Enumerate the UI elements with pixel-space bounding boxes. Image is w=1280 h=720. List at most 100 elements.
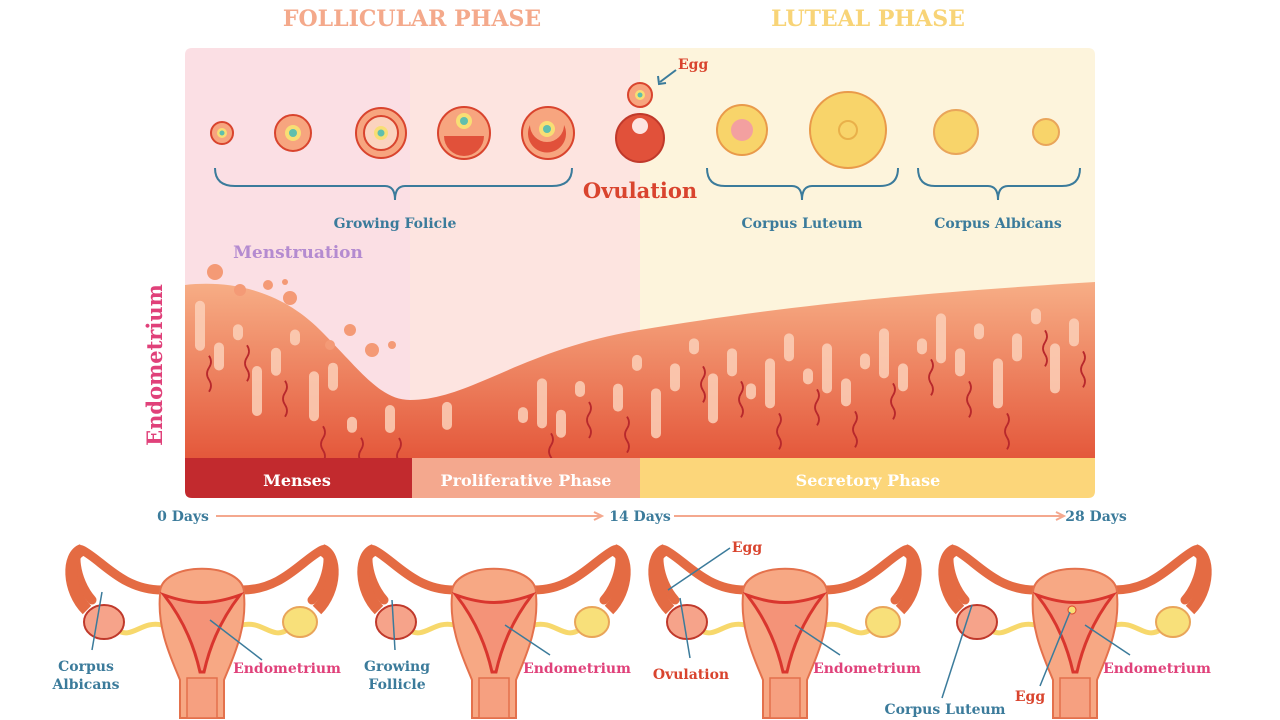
- gland: [784, 333, 794, 362]
- endometrium-label: Endometrium: [1103, 661, 1211, 677]
- gland: [1031, 308, 1041, 325]
- gland: [309, 371, 319, 422]
- gland: [917, 338, 927, 355]
- proliferative-phase-label: Proliferative Phase: [441, 471, 612, 490]
- blood-vessel: [890, 382, 896, 420]
- uterus-figure-3: Egg Ovulation Endometrium: [653, 540, 921, 718]
- blood-vessel: [244, 344, 250, 382]
- gland: [537, 378, 547, 429]
- stage-brackets: [214, 167, 1081, 201]
- timeline: 0 Days 14 Days 28 Days: [157, 509, 1127, 525]
- gland: [936, 313, 946, 364]
- gland: [689, 338, 699, 355]
- timeline-label-14: 14 Days: [609, 509, 671, 525]
- growing-follicle-label: Growing Folicle: [334, 216, 457, 232]
- corpus-albicans-label: Corpus Albicans: [934, 216, 1062, 232]
- endometrium-side-label: Endometrium: [142, 284, 167, 446]
- blood-vessel: [928, 358, 934, 396]
- blood-vessel: [814, 388, 820, 426]
- blood-vessel: [1004, 412, 1010, 450]
- timeline-label-28: 28 Days: [1065, 509, 1127, 525]
- gland: [518, 407, 528, 424]
- ovary-label: Corpus: [58, 659, 114, 675]
- endometrial-glands: [195, 300, 1086, 475]
- corpus-luteum-icon: [716, 104, 768, 156]
- gland: [271, 347, 281, 376]
- follicle-stages: [210, 69, 1060, 169]
- timeline-arrow: [216, 511, 605, 521]
- gland: [708, 373, 718, 424]
- gland: [803, 368, 813, 385]
- blood-vessel: [320, 425, 326, 463]
- gland: [1050, 343, 1060, 394]
- endometrium-label: Endometrium: [233, 661, 341, 677]
- uterus-figure-4: Corpus Luteum Egg Endometrium: [885, 550, 1212, 718]
- egg-label: Egg: [678, 57, 708, 73]
- follicle-icon: [521, 106, 575, 160]
- corpus-albicans-icon: [933, 109, 979, 155]
- gland: [670, 363, 680, 392]
- blood-vessel: [776, 412, 782, 450]
- corpus-albicans-icon: [1032, 118, 1060, 146]
- menstruation-label: Menstruation: [233, 243, 363, 263]
- gland: [347, 416, 357, 433]
- follicle-icon: [437, 106, 491, 160]
- gland: [442, 401, 452, 430]
- gland: [575, 381, 585, 397]
- cycle-phase-bar: [185, 458, 1095, 498]
- gland: [1012, 333, 1022, 362]
- blood-vessel: [624, 416, 630, 454]
- gland: [385, 405, 395, 433]
- blood-vessel: [738, 380, 744, 418]
- corpus-luteum-icon: [809, 91, 887, 169]
- gland: [993, 358, 1003, 409]
- ovary-label: Albicans: [52, 677, 120, 693]
- endometrium-label: Endometrium: [813, 661, 921, 677]
- gland: [879, 328, 889, 379]
- gland: [822, 343, 832, 394]
- gland: [974, 323, 984, 340]
- gland: [632, 354, 642, 371]
- menses-label: Menses: [263, 471, 331, 490]
- ovary-label: Follicle: [368, 677, 425, 693]
- timeline-label-0: 0 Days: [157, 509, 209, 525]
- uterus-figure-2: Growing Follicle Endometrium: [363, 550, 631, 718]
- endometrium-layer: [185, 282, 1095, 458]
- gland: [860, 353, 870, 370]
- gland: [841, 378, 851, 407]
- blood-vessel: [282, 380, 288, 418]
- menstrual-debris: [207, 264, 396, 357]
- blood-vessel: [700, 365, 706, 403]
- gland: [252, 366, 262, 416]
- ovulation-label: Ovulation: [583, 178, 697, 203]
- gland: [214, 342, 224, 371]
- gland: [727, 348, 737, 377]
- uterus-figure-1: Corpus Albicans Endometrium: [52, 550, 341, 718]
- follicle-icon: [210, 121, 234, 145]
- timeline-arrow: [674, 511, 1067, 521]
- blood-vessel: [586, 401, 592, 439]
- gland: [1069, 318, 1079, 347]
- egg-pointer-arrow: [659, 69, 677, 83]
- egg-label: Egg: [1015, 689, 1045, 705]
- egg-label: Egg: [732, 540, 762, 556]
- blood-vessel: [1080, 350, 1086, 388]
- blood-vessel: [966, 380, 972, 418]
- gland: [765, 358, 775, 409]
- gland: [195, 300, 205, 351]
- gland: [290, 329, 300, 346]
- gland: [328, 362, 338, 391]
- gland: [613, 383, 623, 412]
- ovary-label: Growing: [364, 659, 430, 675]
- ruptured-follicle-icon: [615, 113, 665, 163]
- endometrium-label: Endometrium: [523, 661, 631, 677]
- gland: [746, 383, 756, 400]
- follicle-icon: [274, 114, 312, 152]
- ovary-label: Corpus Luteum: [885, 702, 1006, 718]
- gland: [955, 348, 965, 377]
- blood-vessel: [206, 355, 212, 393]
- ovary-label: Ovulation: [653, 667, 729, 683]
- blood-vessel: [1042, 329, 1048, 367]
- gland: [898, 363, 908, 392]
- gland: [556, 409, 566, 438]
